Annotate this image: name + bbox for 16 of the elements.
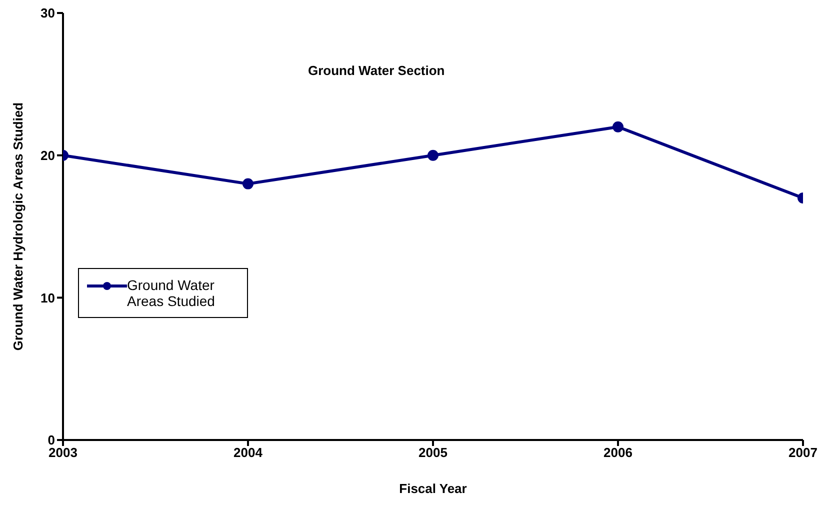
y-tick-label: 0 <box>48 432 55 448</box>
y-tick-label: 30 <box>40 6 55 21</box>
text: Ground Water Section <box>308 63 445 78</box>
x-tick-label: 2006 <box>604 445 632 460</box>
point <box>242 178 254 190</box>
y-tick-label: 10 <box>40 290 55 306</box>
point <box>428 150 438 161</box>
x-tick-label: 2007 <box>788 445 818 460</box>
legend-label: Ground Water Areas Studied <box>127 277 216 309</box>
x-tick-label: 2005 <box>418 445 448 460</box>
x-tick-label: 2004 <box>234 445 264 460</box>
y-axis-title: Ground Water Hydrologic Areas Studied <box>10 102 26 351</box>
point <box>612 121 624 132</box>
x-axis-title: Fiscal Year <box>399 481 467 496</box>
y-tick-label: 20 <box>40 148 55 163</box>
x-tick-label: 2003 <box>48 445 78 460</box>
